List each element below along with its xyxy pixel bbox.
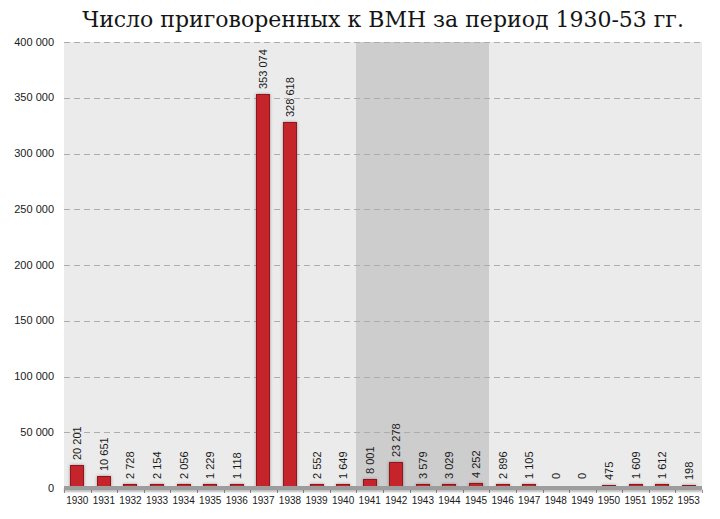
bar-value-label: 1 649 <box>337 451 349 479</box>
axis-tick <box>197 490 198 493</box>
axis-tick <box>356 490 357 493</box>
axis-tick <box>383 490 384 493</box>
gridline <box>64 98 702 99</box>
y-tick-label: 400 000 <box>0 36 54 49</box>
x-tick-label: 1948 <box>545 494 567 507</box>
axis-tick <box>489 490 490 493</box>
x-tick-label: 1931 <box>93 494 115 507</box>
x-tick-label: 1938 <box>279 494 301 507</box>
bar-value-label: 1 229 <box>204 451 216 479</box>
axis-tick <box>250 490 251 493</box>
x-tick-label: 1941 <box>359 494 381 507</box>
x-tick-label: 1945 <box>465 494 487 507</box>
gridline <box>64 265 702 266</box>
bar-value-label: 0 <box>576 473 588 479</box>
bar-value-label: 2 896 <box>497 451 509 479</box>
y-tick-label: 300 000 <box>0 147 54 160</box>
bar-value-label: 475 <box>603 462 615 480</box>
bar-value-label: 10 651 <box>98 437 110 471</box>
x-tick-label: 1930 <box>66 494 88 507</box>
axis-tick <box>117 490 118 493</box>
axis-tick <box>91 490 92 493</box>
axis-tick <box>277 490 278 493</box>
bar-value-label: 4 252 <box>470 451 482 479</box>
axis-tick <box>543 490 544 493</box>
axis-tick <box>170 490 171 493</box>
x-tick-label: 1946 <box>492 494 514 507</box>
y-tick-label: 150 000 <box>0 314 54 327</box>
bar-value-label: 2 728 <box>124 451 136 479</box>
bar-value-label: 3 579 <box>417 451 429 479</box>
y-tick-label: 100 000 <box>0 370 54 383</box>
axis-tick <box>410 490 411 493</box>
axis-tick <box>649 490 650 493</box>
x-axis-line <box>64 486 702 490</box>
gridline <box>64 432 702 433</box>
axis-tick <box>224 490 225 493</box>
bar-value-label: 1 612 <box>656 451 668 479</box>
bar-value-label: 353 074 <box>257 50 269 90</box>
chart-title: Число приговоренных к ВМН за период 1930… <box>64 7 702 32</box>
axis-tick <box>675 490 676 493</box>
y-axis-tick-labels: 050 000100 000150 000200 000250 000300 0… <box>0 42 54 488</box>
axis-tick <box>330 490 331 493</box>
bar-1937 <box>256 94 270 488</box>
bar-value-label: 1 118 <box>231 452 243 479</box>
axis-tick <box>436 490 437 493</box>
x-axis-tick-labels: 1930 1931 1932 1933 1934 1935 1936 1937 1938 1939… <box>64 494 702 510</box>
bar-value-label: 1 105 <box>523 451 535 479</box>
plot-area: 20 201 10 651 2 728 2 154 2 056 1 229 1 118 353… <box>64 42 702 488</box>
axis-tick <box>144 490 145 493</box>
axis-tick <box>596 490 597 493</box>
axis-tick <box>516 490 517 493</box>
axis-tick <box>622 490 623 493</box>
y-tick-label: 200 000 <box>0 259 54 272</box>
x-tick-label: 1937 <box>252 494 274 507</box>
axis-tick <box>303 490 304 493</box>
bar-value-label: 8 001 <box>364 447 376 475</box>
bar-1938 <box>283 122 297 488</box>
x-tick-label: 1947 <box>518 494 540 507</box>
gridline <box>64 42 702 43</box>
bar-value-label: 328 618 <box>284 77 296 117</box>
axis-tick <box>463 490 464 493</box>
y-tick-label: 250 000 <box>0 203 54 216</box>
x-tick-label: 1952 <box>651 494 673 507</box>
x-tick-label: 1939 <box>305 494 327 507</box>
bar-value-label: 23 278 <box>390 423 402 457</box>
gridline <box>64 377 702 378</box>
x-tick-label: 1934 <box>173 494 195 507</box>
gridline <box>64 209 702 210</box>
axis-tick <box>569 490 570 493</box>
bar-value-label: 20 201 <box>71 427 83 461</box>
bar-1930 <box>70 465 84 488</box>
bar-1942 <box>389 462 403 488</box>
x-tick-label: 1943 <box>412 494 434 507</box>
bar-value-label: 2 056 <box>178 451 190 479</box>
x-tick-label: 1936 <box>226 494 248 507</box>
axis-tick <box>702 490 703 493</box>
x-tick-label: 1953 <box>678 494 700 507</box>
bar-value-label: 2 154 <box>151 451 163 479</box>
x-tick-label: 1932 <box>119 494 141 507</box>
bar-value-label: 3 029 <box>443 451 455 479</box>
x-tick-label: 1950 <box>598 494 620 507</box>
x-tick-label: 1940 <box>332 494 354 507</box>
y-tick-label: 50 000 <box>0 426 54 439</box>
bar-value-label: 0 <box>550 473 562 479</box>
gridline <box>64 154 702 155</box>
y-tick-label: 0 <box>0 482 54 495</box>
axis-tick <box>64 490 65 493</box>
y-tick-label: 350 000 <box>0 91 54 104</box>
bar-value-label: 198 <box>683 462 695 480</box>
x-tick-label: 1944 <box>438 494 460 507</box>
bar-value-label: 1 609 <box>630 451 642 479</box>
x-tick-label: 1935 <box>199 494 221 507</box>
x-tick-label: 1933 <box>146 494 168 507</box>
x-tick-label: 1949 <box>571 494 593 507</box>
x-tick-label: 1951 <box>624 494 646 507</box>
bar-value-label: 2 552 <box>311 451 323 479</box>
gridline <box>64 321 702 322</box>
x-tick-label: 1942 <box>385 494 407 507</box>
